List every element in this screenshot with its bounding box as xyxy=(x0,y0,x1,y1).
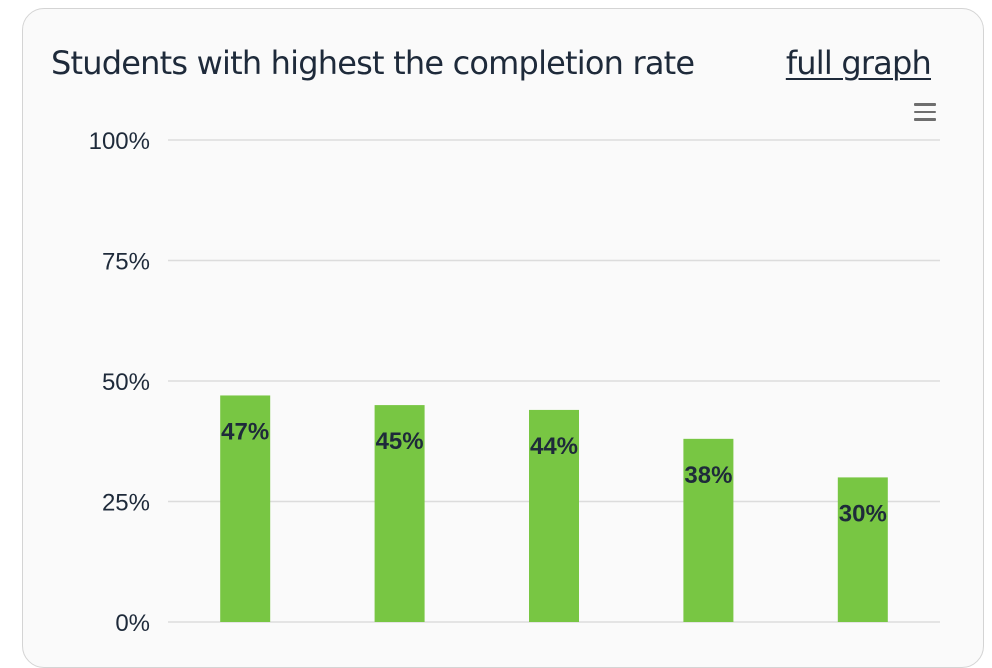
bar-data-label: 30% xyxy=(839,500,887,527)
bar-data-label: 47% xyxy=(221,418,269,445)
y-tick-label: 50% xyxy=(102,369,150,396)
bar-data-label: 44% xyxy=(530,433,578,460)
bar-data-label: 38% xyxy=(684,462,732,489)
bar-chart: 0% 25% 50% 75% 100% 47% 45% 44% 38% 30% xyxy=(89,128,940,637)
bar[interactable] xyxy=(837,477,888,622)
hamburger-menu-icon[interactable] xyxy=(913,103,937,123)
y-tick-label: 25% xyxy=(102,490,150,517)
y-tick-label: 75% xyxy=(102,249,150,276)
y-axis-ticks: 0% 25% 50% 75% 100% xyxy=(89,128,150,637)
chart-title: Students with highest the completion rat… xyxy=(51,44,695,82)
bar[interactable] xyxy=(374,405,425,622)
chart-card xyxy=(22,8,984,668)
data-labels: 47% 45% 44% 38% 30% xyxy=(221,418,887,527)
full-graph-link[interactable]: full graph xyxy=(785,44,932,82)
bar-data-label: 45% xyxy=(376,428,424,455)
bar[interactable] xyxy=(683,438,734,622)
bar[interactable] xyxy=(529,409,579,622)
bar[interactable] xyxy=(220,395,271,622)
bars xyxy=(220,395,888,622)
y-tick-label: 100% xyxy=(89,128,150,155)
y-tick-label: 0% xyxy=(115,610,150,637)
